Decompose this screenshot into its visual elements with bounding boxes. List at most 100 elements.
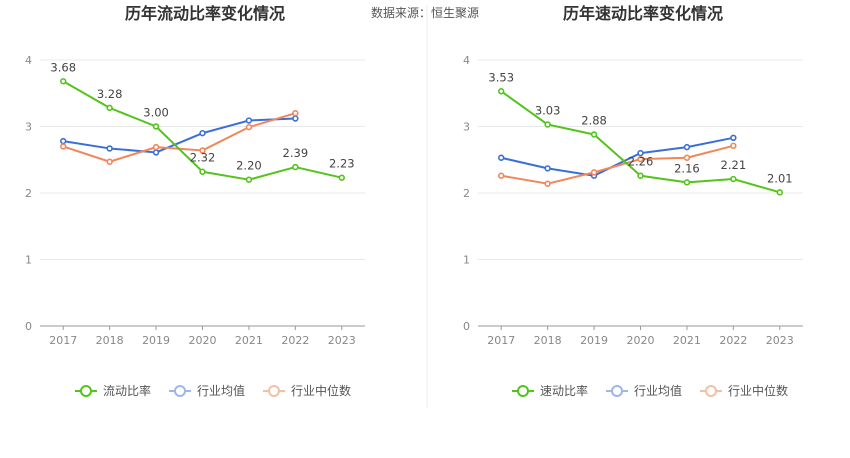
data-point — [60, 137, 67, 145]
legend-item[interactable]: 行业中位数 — [700, 383, 788, 398]
data-point — [292, 163, 299, 171]
quick-ratio-chart: 历年速动比率变化情况 0 1 2 3 4 2017 2018 2019 2020 2021 2022 2… — [463, 4, 803, 398]
data-label: 3.03 — [535, 104, 561, 118]
x-tick-label: 2020 — [189, 334, 217, 347]
data-source-note: 数据来源：恒生聚源 — [371, 5, 479, 20]
legend-item[interactable]: 行业均值 — [606, 383, 682, 398]
y-tick-label: 2 — [463, 187, 470, 200]
data-point — [60, 143, 67, 150]
data-point — [730, 134, 737, 142]
data-point — [683, 154, 691, 161]
x-tick-label: 2018 — [96, 334, 124, 347]
data-point — [544, 121, 551, 128]
data-label: 3.28 — [97, 87, 123, 101]
data-label: 2.88 — [581, 113, 607, 127]
x-tick-label: 2023 — [328, 334, 356, 347]
data-label: 2.26 — [628, 155, 654, 169]
data-label: 2.23 — [329, 157, 355, 171]
y-tick-label: 2 — [25, 187, 32, 200]
legend-marker — [611, 385, 623, 397]
data-point — [152, 123, 160, 130]
x-tick-label: 2021 — [235, 334, 263, 347]
data-label: 3.68 — [50, 60, 76, 74]
legend-label: 行业均值 — [197, 383, 245, 398]
legend-item[interactable]: 流动比率 — [75, 383, 151, 398]
data-point — [683, 143, 691, 151]
legend-marker — [705, 385, 717, 397]
legend-item[interactable]: 速动比率 — [512, 383, 588, 398]
data-point — [590, 131, 598, 138]
legend-item[interactable]: 行业中位数 — [263, 383, 351, 398]
legend-label: 行业均值 — [634, 383, 682, 398]
y-tick-label: 3 — [25, 121, 32, 134]
legend-label: 速动比率 — [540, 383, 588, 398]
x-tick-label: 2022 — [281, 334, 309, 347]
data-point — [106, 145, 113, 152]
data-point — [544, 165, 551, 172]
y-tick-label: 1 — [25, 254, 32, 267]
current-ratio-chart: 历年流动比率变化情况 0 1 2 3 4 2017 2018 2019 2020 2021 2022 2… — [25, 4, 365, 398]
x-tick-label: 2019 — [142, 334, 170, 347]
x-tick-label: 2023 — [766, 334, 794, 347]
x-tick-label: 2021 — [673, 334, 701, 347]
data-point — [152, 149, 160, 156]
data-point — [245, 117, 253, 124]
y-tick-label: 0 — [463, 320, 470, 333]
data-point — [60, 78, 67, 85]
data-point — [683, 179, 691, 186]
legend-marker — [268, 385, 280, 397]
data-point — [637, 172, 644, 179]
data-point — [245, 176, 253, 183]
data-point — [498, 154, 505, 161]
x-tick-label: 2018 — [534, 334, 562, 347]
data-label: 2.21 — [721, 158, 747, 172]
data-point — [292, 109, 299, 117]
data-point — [498, 172, 505, 179]
y-tick-label: 4 — [463, 54, 470, 67]
data-label: 2.32 — [190, 151, 216, 165]
y-tick-label: 1 — [463, 254, 470, 267]
data-label: 2.01 — [767, 171, 793, 185]
data-point — [199, 147, 206, 154]
data-point — [199, 129, 206, 137]
x-tick-label: 2019 — [580, 334, 608, 347]
x-tick-label: 2017 — [487, 334, 515, 347]
y-tick-label: 3 — [463, 121, 470, 134]
legend-marker — [80, 385, 92, 397]
x-tick-label: 2020 — [627, 334, 655, 347]
data-point — [199, 168, 206, 175]
data-point — [730, 142, 737, 149]
data-point — [338, 174, 345, 181]
data-point — [544, 180, 551, 187]
data-point — [730, 175, 737, 183]
data-point — [637, 149, 644, 157]
y-tick-label: 0 — [25, 320, 32, 333]
data-point — [637, 155, 644, 163]
data-point — [152, 143, 160, 151]
series-line — [501, 144, 734, 185]
chart-title: 历年流动比率变化情况 — [125, 4, 285, 23]
data-label: 2.16 — [674, 161, 700, 175]
data-point — [292, 115, 299, 122]
data-label: 3.53 — [488, 70, 514, 84]
data-label: 2.39 — [283, 146, 309, 160]
data-point — [776, 189, 783, 196]
legend-marker — [174, 385, 186, 397]
legend-label: 流动比率 — [103, 383, 151, 398]
legend-marker — [517, 385, 529, 397]
series-line — [500, 136, 734, 177]
legend-item[interactable]: 行业均值 — [169, 383, 245, 398]
data-label: 2.20 — [236, 159, 262, 173]
data-point — [106, 104, 113, 112]
legend-label: 行业中位数 — [728, 383, 788, 398]
x-tick-label: 2022 — [719, 334, 747, 347]
data-point — [245, 123, 253, 131]
data-point — [590, 169, 598, 176]
series-line — [63, 117, 296, 154]
data-point — [106, 158, 113, 165]
data-point — [498, 88, 505, 95]
legend-label: 行业中位数 — [291, 383, 351, 398]
data-label: 3.00 — [143, 106, 169, 120]
x-tick-label: 2017 — [49, 334, 77, 347]
